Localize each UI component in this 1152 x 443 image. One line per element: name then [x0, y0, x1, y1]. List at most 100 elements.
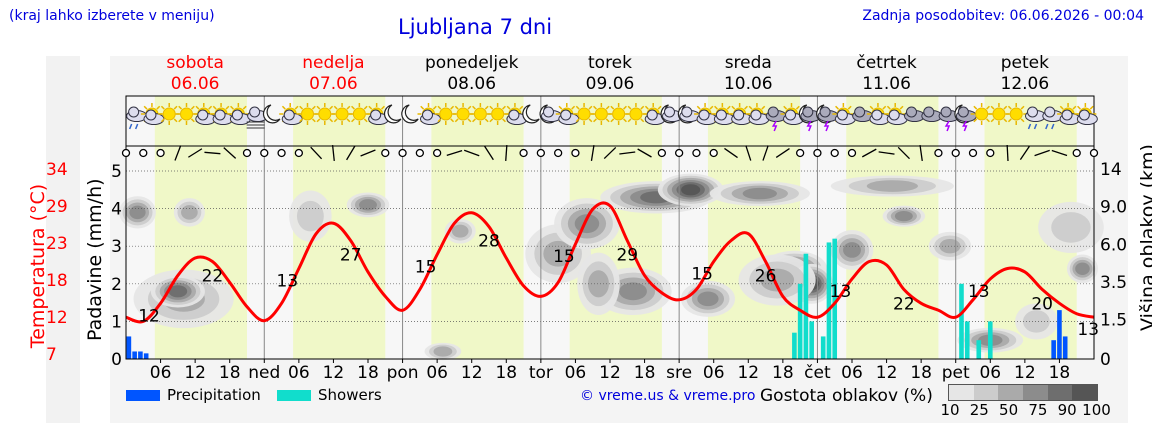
weather-icons	[126, 103, 1098, 132]
sun-icon	[987, 103, 1010, 125]
calm-wind-icon	[381, 148, 390, 158]
temperature-label: 28	[478, 232, 500, 252]
calm-wind-icon	[1072, 148, 1081, 158]
temperature-label: 29	[616, 246, 638, 266]
wind-barb-icon	[331, 144, 335, 162]
cloud-density-level: 100	[1082, 401, 1111, 419]
temperature-label: 22	[893, 294, 915, 314]
temperature-tick-label: 18	[46, 271, 68, 291]
temperature-tick-label: 12	[46, 308, 68, 328]
x-tick-label: sre	[666, 363, 692, 383]
wind-barb-icon	[484, 145, 494, 161]
x-tick-label: 18	[1049, 363, 1071, 383]
cloud-height-tick-label: 9.0	[1100, 198, 1127, 218]
cloud-patch	[1051, 212, 1091, 243]
daylight-band	[846, 96, 939, 359]
credit-link[interactable]: © vreme.us & vreme.pro	[580, 388, 756, 404]
precipitation-bar	[143, 353, 149, 359]
showers-bar	[792, 332, 797, 359]
cloud-height-tick-label: 3.5	[1100, 273, 1127, 293]
sun-icon	[348, 103, 371, 125]
showers-bar	[803, 253, 809, 359]
day-name: sreda	[724, 53, 772, 73]
sun-icon	[175, 103, 198, 125]
showers-legend-label: Showers	[318, 386, 382, 404]
day-date: 11.06	[862, 74, 911, 94]
cloud-patch	[296, 200, 324, 232]
precipitation-bar	[1057, 310, 1062, 359]
cloud-density-swatch	[1023, 385, 1048, 400]
cloud-patch	[168, 285, 188, 298]
showers-bar	[809, 321, 814, 359]
precipitation-bar	[1062, 336, 1068, 359]
temperature-line	[125, 201, 1095, 324]
precip-tick-label: 5	[111, 162, 122, 182]
calm-wind-icon	[1089, 148, 1099, 158]
day-name: nedelja	[302, 53, 365, 73]
daylight-band	[431, 96, 524, 359]
x-tick-label: čet	[804, 363, 831, 383]
day-name: sobota	[166, 53, 224, 73]
precipitation-swatch	[126, 390, 160, 401]
sun-cloud-icon	[140, 103, 165, 125]
showers-bar	[820, 336, 826, 359]
temperature-label: 13	[968, 282, 990, 302]
storm-icon	[938, 106, 960, 132]
page-title: Ljubljana 7 dni	[398, 15, 553, 39]
sun-icon	[331, 103, 354, 125]
temperature-label: 13	[1077, 320, 1099, 340]
x-tick-label: ned	[248, 363, 280, 383]
cloud-density-swatch	[973, 385, 999, 400]
sun-cloud-icon	[279, 103, 303, 125]
moon-icon	[401, 104, 419, 124]
x-tick-label: 18	[357, 363, 379, 383]
cloud-patch	[129, 205, 146, 220]
day-date: 09.06	[585, 74, 635, 94]
moon-cloud-icon	[539, 104, 562, 124]
cloud-patch	[760, 268, 795, 292]
calm-wind-icon	[294, 148, 304, 158]
moon-cloud-icon	[660, 104, 683, 124]
precipitation-bar	[126, 336, 132, 359]
cloud-patch	[181, 205, 198, 220]
calm-wind-icon	[536, 148, 546, 158]
day-name: četrtek	[856, 53, 917, 73]
cloud-density-swatch	[1072, 385, 1098, 400]
temperature-label: 22	[202, 267, 224, 287]
wind-barb-icon	[1034, 149, 1050, 157]
sun-icon	[970, 103, 993, 125]
wind-barb-icon	[897, 146, 910, 160]
calm-wind-icon	[951, 148, 960, 158]
showers-bar	[964, 321, 970, 359]
wind-barb-icon	[223, 147, 237, 159]
cloud-icon	[921, 106, 943, 122]
cloud-density-swatch	[998, 385, 1024, 400]
sun-cloud-icon	[884, 103, 908, 125]
precip-tick-label: 4	[111, 200, 122, 220]
temperature-axis-panel	[46, 56, 80, 423]
sun-cloud-icon	[503, 103, 528, 125]
x-tick-label: 12	[184, 363, 206, 383]
cloud-patch	[1075, 262, 1090, 275]
x-tick-label: 12	[737, 363, 759, 383]
showers-bar	[987, 321, 993, 359]
x-tick-label: pon	[387, 363, 419, 383]
sun-icon	[158, 103, 181, 125]
x-tick-label: 06	[288, 363, 310, 383]
calm-wind-icon	[398, 148, 407, 158]
x-tick-label: 12	[461, 363, 483, 383]
cloud-density-swatch	[1047, 385, 1073, 400]
temperature-label: 27	[340, 246, 362, 266]
x-tick-label: pet	[942, 363, 970, 383]
sun-cloud-icon	[711, 103, 735, 125]
precipitation-bar	[138, 351, 143, 359]
cloud-patch	[543, 240, 573, 267]
cloud-density-swatch	[949, 385, 974, 400]
calm-wind-icon	[968, 148, 978, 158]
calm-wind-icon	[813, 148, 822, 158]
cloud-patch	[939, 238, 961, 254]
precip-tick-label: 1	[111, 312, 122, 332]
calm-wind-icon	[934, 148, 943, 158]
temperature-label: 15	[553, 247, 575, 267]
